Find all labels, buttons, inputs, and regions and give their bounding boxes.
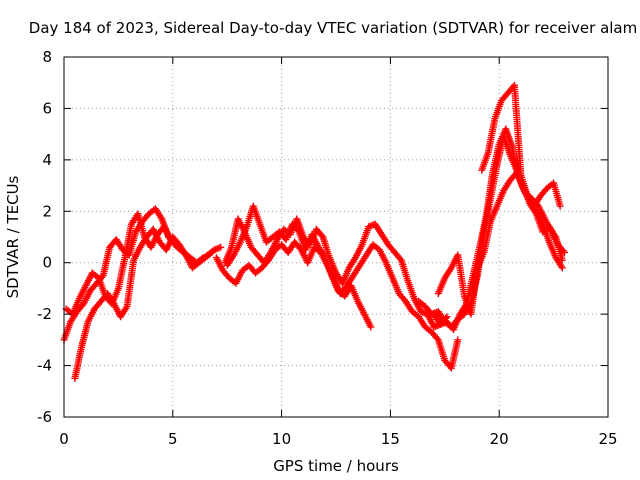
grid-lines	[64, 57, 608, 417]
y-tick-label-1: -4	[37, 357, 52, 375]
x-tick-label-0: 0	[59, 430, 69, 448]
y-tick-label-2: -2	[37, 305, 52, 323]
series-7-point-22	[558, 264, 566, 272]
y-tick-label-3: 0	[42, 254, 52, 272]
series-6-point-37	[454, 336, 462, 344]
x-tick-label-4: 20	[490, 430, 509, 448]
series-6-marker	[433, 334, 441, 342]
series-3-marker	[198, 255, 206, 263]
y-tick-label-0: -6	[37, 408, 52, 426]
y-tick-label-6: 6	[42, 99, 52, 117]
x-axis-label: GPS time / hours	[273, 457, 399, 475]
series-3-point-21	[199, 254, 207, 262]
series-10-point-19	[558, 256, 566, 264]
series-2-marker	[206, 250, 214, 258]
y-tick-label-5: 4	[42, 151, 52, 169]
y-tick-label-7: 8	[42, 48, 52, 66]
chart-title: Day 184 of 2023, Sidereal Day-to-day VTE…	[29, 19, 637, 37]
x-tick-label-3: 15	[381, 430, 400, 448]
series-1-point-24	[217, 243, 225, 251]
x-tick-label-2: 10	[272, 430, 291, 448]
series-5-marker	[318, 231, 326, 239]
x-tick-label-5: 25	[598, 430, 617, 448]
plot-frame	[63, 56, 609, 418]
axes: 0 5 10 15 20 25 -6 -4 -2 0 2 4 6 8	[37, 48, 618, 448]
data-points	[60, 81, 568, 382]
series-8-point-20	[560, 248, 568, 256]
series-4-point-22	[367, 323, 375, 331]
series-9-point-12	[556, 202, 564, 210]
series-5-marker	[396, 255, 404, 263]
y-axis-label: SDTVAR / TECUs	[4, 175, 22, 298]
x-tick-label-1: 5	[168, 430, 178, 448]
series-2-point-21	[208, 248, 216, 256]
y-tick-label-4: 2	[42, 202, 52, 220]
